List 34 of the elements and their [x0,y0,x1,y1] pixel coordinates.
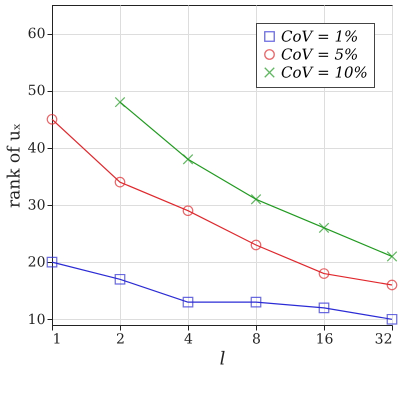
point [318,222,330,234]
y-tick-label: 10 [28,312,46,328]
x-tick-label: 1 [52,332,62,348]
x-axis-title: l [220,348,226,370]
point [114,176,126,188]
point [182,296,194,308]
point [182,205,194,216]
point [318,268,330,279]
y-tick-label: 30 [28,198,46,214]
point [182,154,194,165]
point [318,302,330,314]
point [250,240,262,250]
point [114,96,126,108]
x-tick-label: 16 [316,332,334,348]
x-tick-label: 4 [184,332,194,348]
point [386,314,398,325]
legend-label: CoV = 5% [281,46,358,64]
point [250,296,262,308]
x-tick-label: 2 [116,332,125,348]
x-tick-label: 8 [252,332,261,348]
legend-label: CoV = 1% [281,28,358,46]
x-tick-label: 32 [374,332,392,348]
legend-label: CoV = 10% [281,64,368,82]
point [46,114,58,125]
y-tick-label: 50 [28,83,46,100]
point [386,280,398,290]
point [114,274,126,285]
y-tick-label: 60 [28,26,46,42]
y-tick-label: 40 [28,140,46,156]
point [46,256,58,268]
point [250,194,262,205]
y-axis-title: rank of uₓ [4,123,25,208]
y-tick-label: 20 [28,254,46,271]
point [386,251,398,262]
